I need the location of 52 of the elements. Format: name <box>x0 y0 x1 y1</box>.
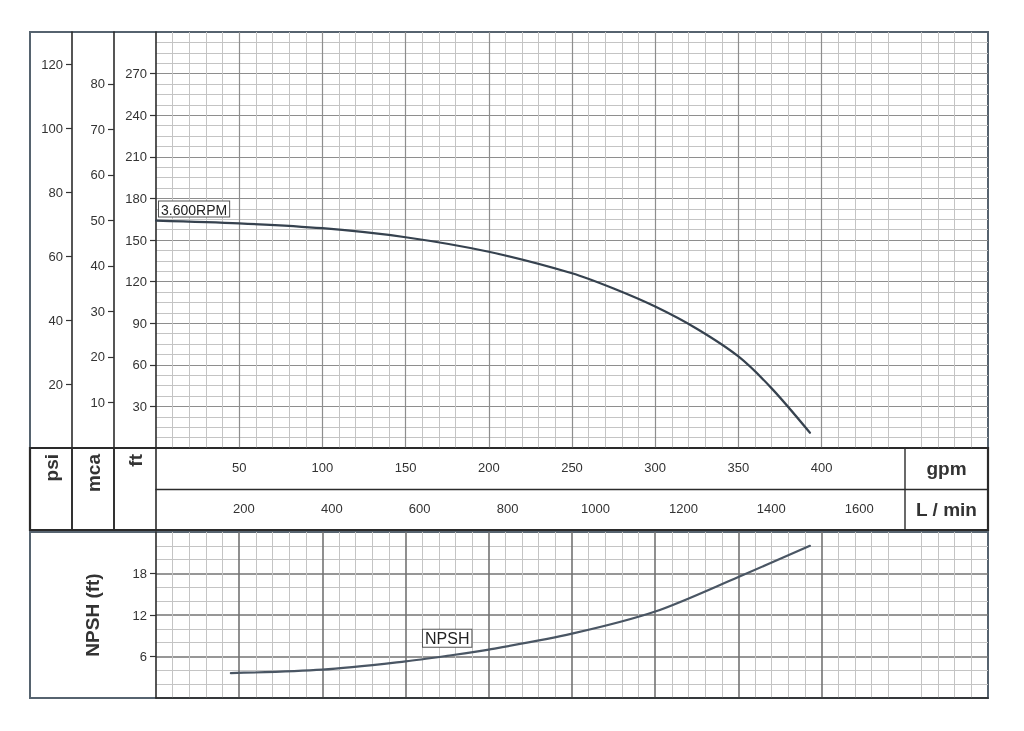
x-tick-label: 400 <box>810 460 833 475</box>
x2-tick-label: 400 <box>320 501 343 516</box>
y2-tick-label: 50 <box>90 212 105 228</box>
y2-tick-label: 60 <box>90 167 105 183</box>
y-tick-label: 120 <box>125 274 147 290</box>
x2-tick-label: 800 <box>496 501 519 516</box>
y-tick-label: 12 <box>132 607 147 623</box>
y3-tick-label: 20 <box>48 376 63 392</box>
y3-tick-label: 120 <box>41 56 63 72</box>
x-tick-label: 100 <box>311 460 334 475</box>
x2-tick-label: 600 <box>408 501 431 516</box>
y3-tick-label: 60 <box>48 248 63 264</box>
x-tick-label: 350 <box>727 460 750 475</box>
y-tick-label: 150 <box>125 232 147 248</box>
x2-tick-label: 200 <box>233 501 255 516</box>
x2-tick-label: 1200 <box>668 501 698 516</box>
y-tick-label: 210 <box>125 149 147 165</box>
y2-tick-label: 30 <box>90 303 105 319</box>
y-tick-label: 240 <box>125 107 147 123</box>
y3-tick-label: 40 <box>48 312 63 328</box>
x-tick-label: 200 <box>477 460 500 475</box>
y-tick-label: 60 <box>132 357 147 373</box>
y-tick-label: 270 <box>125 66 147 82</box>
y2-tick-label: 40 <box>90 258 105 274</box>
y3-tick-label: 80 <box>48 184 63 200</box>
series-label: NPSH <box>424 630 470 648</box>
y-tick-label: 6 <box>139 649 147 664</box>
line-series <box>229 544 812 675</box>
y-tick-label: 30 <box>132 398 147 414</box>
x-axis-title: gpm <box>926 458 967 479</box>
x-tick-label: 300 <box>644 460 667 475</box>
line-series <box>154 219 812 434</box>
y3-tick-label: 100 <box>41 120 63 136</box>
x2-tick-label: 1400 <box>756 501 786 516</box>
x2-axis-title: L / min <box>916 499 977 520</box>
y2-axis-title: mca <box>82 453 104 493</box>
x-tick-label: 150 <box>394 460 417 475</box>
y-tick-label: 90 <box>132 315 147 331</box>
y2-tick-label: 70 <box>90 121 105 137</box>
x2-tick-label: 1600 <box>844 501 874 516</box>
y-axis-title: NPSH (ft) <box>82 573 103 657</box>
y-tick-label: 180 <box>125 190 147 206</box>
x-tick-label: 250 <box>561 460 583 475</box>
x-tick-label: 50 <box>231 460 247 475</box>
y3-axis-title: psi <box>40 454 62 482</box>
series-label: 3.600RPM <box>161 201 228 218</box>
y2-tick-label: 20 <box>90 349 105 365</box>
y2-tick-label: 80 <box>90 76 105 92</box>
x2-tick-label: 1000 <box>581 501 610 516</box>
y-axis-title: ft <box>124 453 146 467</box>
y-tick-label: 18 <box>132 566 147 581</box>
y2-tick-label: 10 <box>90 394 105 410</box>
